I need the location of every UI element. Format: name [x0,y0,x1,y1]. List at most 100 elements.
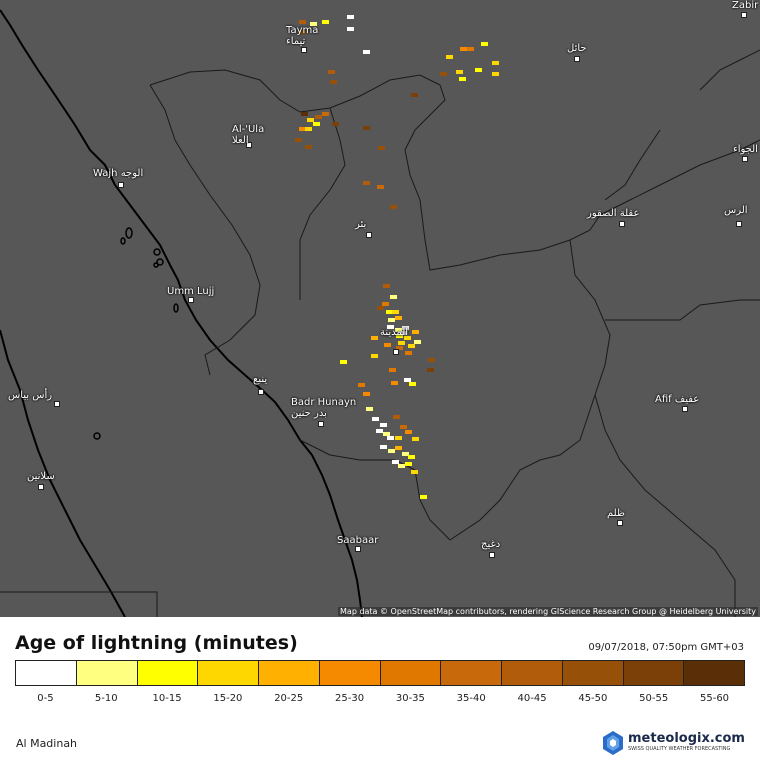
lightning-strike [377,185,384,189]
coastline [0,9,363,617]
city-dot-saabaar [355,546,361,552]
legend-label: 30-35 [395,693,425,704]
lightning-strike [393,415,400,419]
city-label-yanbu[interactable]: ينبع [253,374,268,385]
lightning-strike [305,127,312,131]
lightning-strike [391,381,398,385]
lightning-strike [398,464,405,468]
city-dot-yanbu [258,389,264,395]
lightning-strike [376,429,383,433]
lightning-strike [405,462,412,466]
lightning-strike [299,127,306,131]
legend-label: 25-30 [335,693,365,704]
city-label-afif[interactable]: Afif عفيف [655,394,700,405]
lightning-strike [392,460,399,464]
lightning-strike [372,417,379,421]
city-label-rasbayas[interactable]: رأس بياس [8,390,53,401]
lightning-strike [383,284,390,288]
lightning-map[interactable]: Tayma تيماء حائل Al-'Ula العلا Wajh الوجه … [0,0,760,617]
city-dot-alula [246,142,252,148]
lightning-strike [446,55,453,59]
lightning-strike [301,112,308,116]
brand-name: meteologix.com [628,731,745,746]
coastline-west [0,329,126,617]
lightning-strike [363,50,370,54]
legend-label: 15-20 [213,693,243,704]
city-label-madinah[interactable]: المدينة [380,327,409,338]
lightning-strike [492,72,499,76]
lightning-strike [395,328,402,332]
lightning-strike [402,326,409,330]
city-label-daghij[interactable]: دغيج [481,539,501,550]
lightning-strike [366,407,373,411]
city-dot-rass [736,221,742,227]
city-dot-zalim [617,520,623,526]
lightning-strike [310,22,317,26]
lightning-strike [402,452,409,456]
lightning-strike [390,295,397,299]
lightning-strike [411,470,418,474]
legend-label: 5-10 [94,693,118,704]
lightning-strike [460,47,467,51]
lightning-strike [330,80,337,84]
legend-label: 55-60 [699,693,730,704]
city-label-jiwa[interactable]: الجواء [733,144,758,155]
city-label-uqlat[interactable]: عقلة الصقور [587,208,640,219]
city-dot-zabir [741,12,747,18]
lightning-strike [386,310,393,314]
lightning-strike [299,20,306,24]
legend-swatch [319,661,381,685]
lightning-strike [428,358,435,362]
lightning-strike [332,122,339,126]
city-label-wajh[interactable]: Wajh الوجه [93,168,144,179]
lightning-strike [363,126,370,130]
lightning-strike [347,27,354,31]
map-canvas [0,9,760,617]
lightning-strike [377,306,384,310]
city-label-bir[interactable]: بئر [355,219,367,230]
lightning-strike [322,112,329,116]
city-label-sulaynin[interactable]: سلانين [27,471,55,482]
admin-boundaries [0,49,760,617]
city-dot-wajh [118,182,124,188]
legend-color-bar [15,660,745,686]
city-label-zabir[interactable]: Zabir [732,0,759,11]
lightning-strike [390,205,397,209]
lightning-strike [363,181,370,185]
city-label-rass[interactable]: الرس [724,205,748,216]
lightning-strike [481,42,488,46]
lightning-strike [387,325,394,329]
city-dot-bir [366,232,372,238]
legend-swatch [684,661,744,685]
city-label-zalim[interactable]: ظلم [607,508,625,519]
lightning-strike [414,340,421,344]
city-label-alula[interactable]: Al-'Ula العلا [232,124,265,146]
city-label-hail[interactable]: حائل [567,43,587,54]
brand-logo[interactable]: meteologix.com SWISS QUALITY WEATHER FOR… [602,730,752,758]
lightning-strike [388,449,395,453]
legend-swatch [623,661,685,685]
city-dot-badr [318,421,324,427]
city-label-tayma[interactable]: Tayma تيماء [286,25,319,47]
lightning-strike [405,430,412,434]
lightning-strike [380,445,387,449]
city-dot-hail [574,56,580,62]
lightning-strike [408,344,415,348]
legend-swatch [259,661,320,685]
lightning-strike [400,425,407,429]
lightning-strike [412,437,419,441]
lightning-strike [459,77,466,81]
map-attribution[interactable]: Map data © OpenStreetMap contributors, r… [338,607,758,616]
city-label-ummlujj[interactable]: Umm Lujj [167,286,215,297]
lightning-strike [383,432,390,436]
lightning-strike [380,423,387,427]
lightning-strike [395,316,402,320]
city-label-badr[interactable]: Badr Hunayn بدر حنين [291,397,357,419]
lightning-strike [456,70,463,74]
city-dot-daghij [489,552,495,558]
city-label-saabaar[interactable]: Saabaar [337,535,379,546]
legend-label: 10-15 [152,693,182,704]
legend-swatch [441,661,502,685]
lightning-strike [305,145,312,149]
lightning-strike [475,68,482,72]
